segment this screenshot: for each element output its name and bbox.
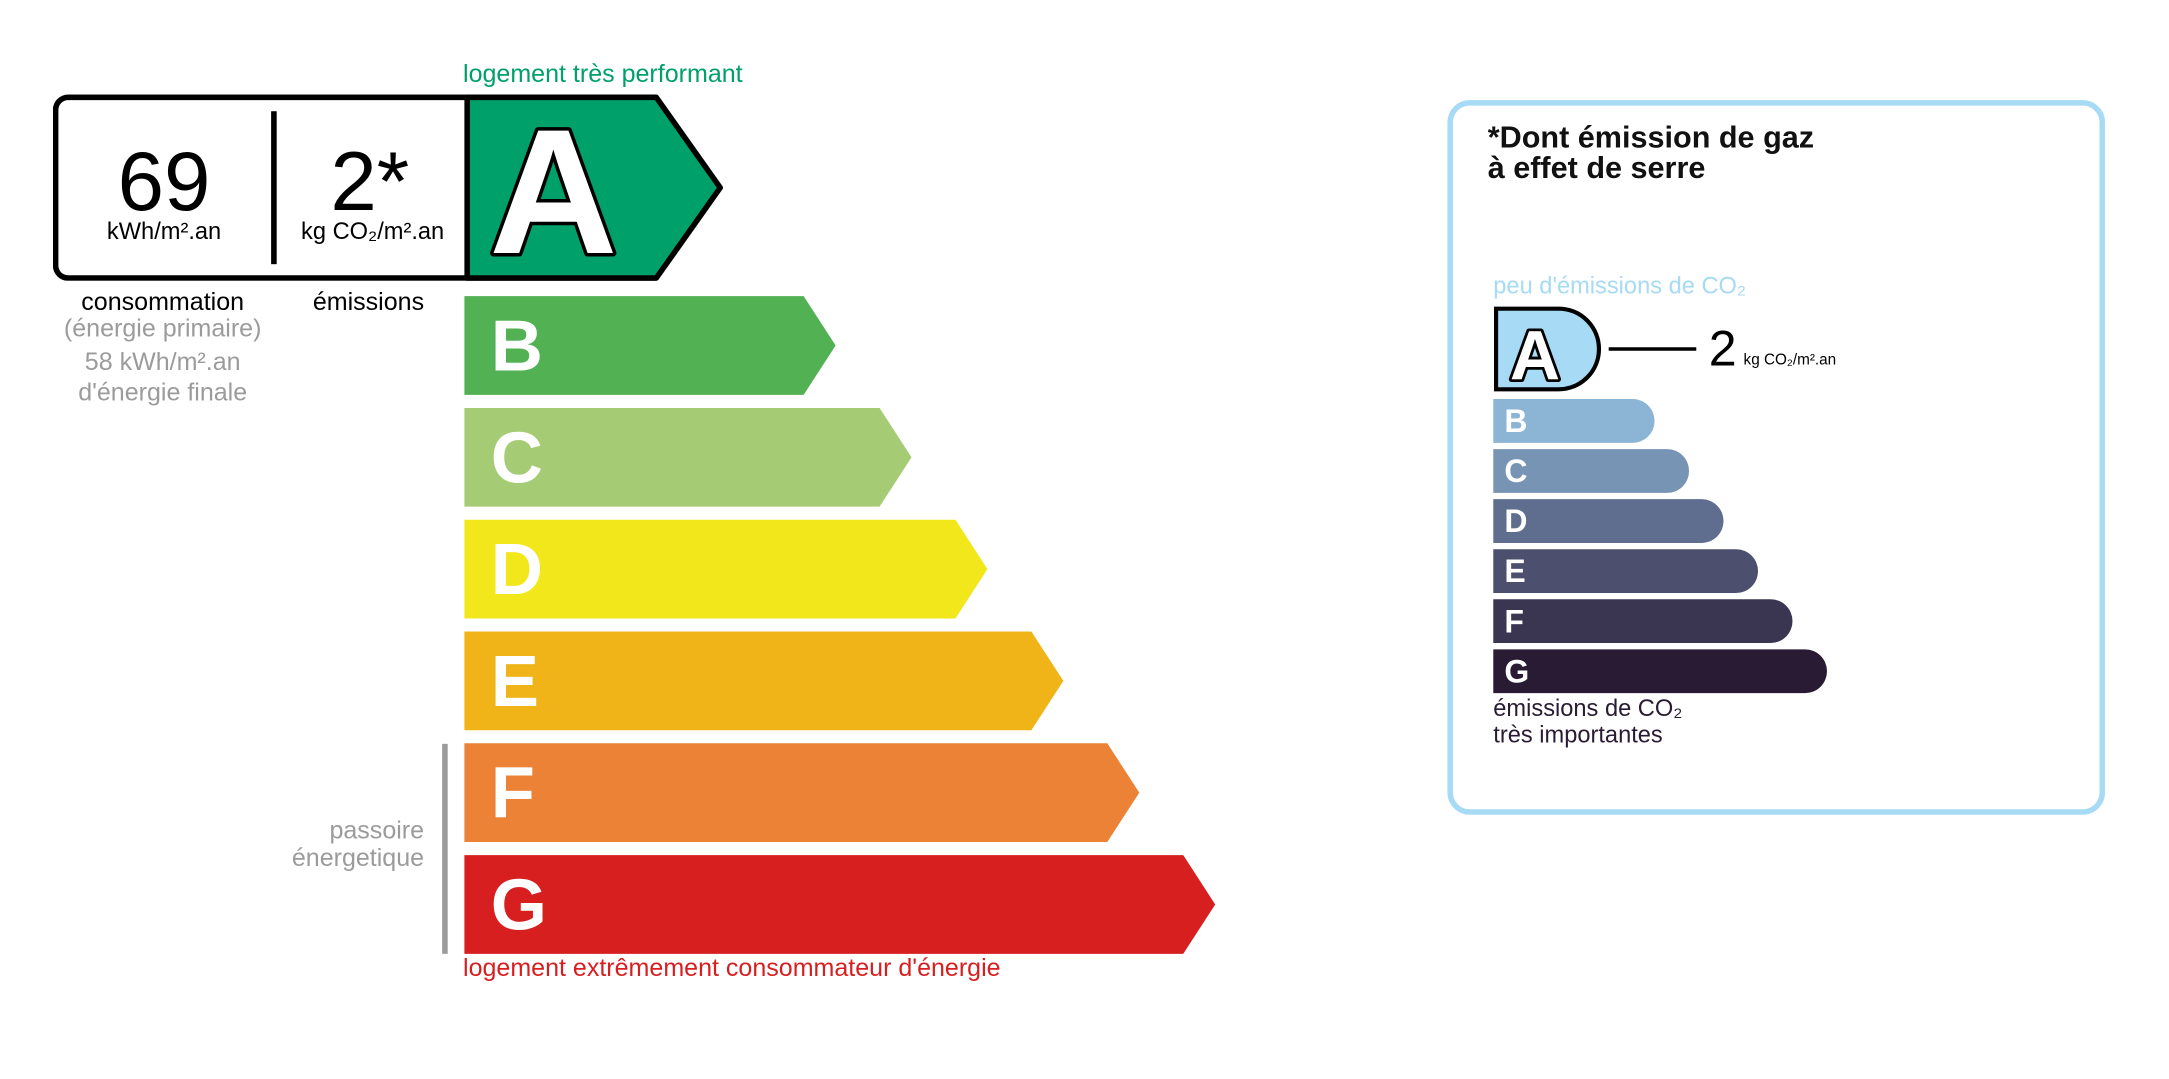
passoire-line1: passoire [329, 816, 425, 844]
ghg-class-c-letter: C [1504, 453, 1527, 489]
final-energy-label: d'énergie finale [78, 378, 248, 406]
energy-class-a-arrow [464, 94, 724, 281]
ghg-class-c-bar [1493, 449, 1690, 493]
primary-energy-label: (énergie primaire) [63, 314, 262, 343]
energy-class-g-letter: G [491, 865, 547, 945]
top-label: logement très performant [463, 59, 743, 88]
ghg-class-b-letter: B [1504, 403, 1527, 439]
ghg-class-a-badge [1493, 306, 1602, 392]
consumption-value: 69 [117, 134, 211, 229]
ghg-class-e-bar [1493, 549, 1759, 594]
energy-class-d-bar [464, 519, 988, 619]
emission-value: 2* [330, 134, 410, 229]
ghg-title-line2: à effet de serre [1487, 150, 1706, 185]
ghg-class-f-letter: F [1504, 603, 1524, 639]
energy-class-b-letter: B [491, 307, 543, 387]
energy-class-e-bar [464, 631, 1064, 731]
energy-class-c-letter: C [491, 418, 543, 498]
ghg-class-f-bar [1493, 599, 1793, 644]
passoire-label: passoire énergetique [292, 816, 424, 872]
ghg-class-b-bar [1493, 399, 1655, 443]
energy-class-c-bar [464, 407, 912, 507]
ghg-bottom-label: émissions de CO₂ très importantes [1493, 695, 1682, 748]
ghg-class-g-letter: G [1504, 653, 1529, 689]
values-box [52, 94, 468, 281]
ghg-bottom-line2: très importantes [1493, 721, 1663, 749]
ghg-unit: kg CO₂/m².an [1743, 351, 1837, 369]
energy-class-f-letter: F [491, 754, 535, 834]
energy-class-b-bar [464, 296, 836, 395]
ghg-class-a-letter: A [1510, 317, 1560, 395]
passoire-line2: énergetique [291, 843, 425, 872]
final-energy-value: 58 kWh/m².an [84, 347, 241, 376]
ghg-title: *Dont émission de gaz à effet de serre [1488, 122, 1814, 183]
consumption-label: consommation [81, 287, 245, 316]
ghg-panel [1447, 100, 2106, 815]
emission-unit: kg CO₂/m².an [301, 218, 445, 245]
ghg-title-line1: *Dont émission de gaz [1487, 119, 1815, 155]
ghg-class-d-letter: D [1504, 503, 1527, 539]
consumption-unit: kWh/m².an [106, 218, 222, 245]
ghg-class-d-bar [1493, 499, 1724, 543]
emission-label: émissions [312, 287, 425, 316]
ghg-top-label: peu d'émissions de CO₂ [1493, 272, 1747, 299]
energy-class-d-letter: D [491, 530, 543, 610]
ghg-bottom-line1: émissions de CO₂ [1493, 695, 1683, 722]
energy-class-g-bar [464, 855, 1216, 954]
divider [271, 111, 277, 265]
ghg-value: 2 [1708, 319, 1737, 377]
energy-class-e-letter: E [491, 642, 539, 722]
ghg-class-g-bar [1493, 649, 1827, 694]
energy-class-f-bar [464, 743, 1140, 843]
ghg-class-e-letter: E [1504, 553, 1525, 589]
bottom-label: logement extrêmement consommateur d'éner… [463, 953, 1001, 982]
passoire-bracket [442, 743, 448, 954]
energy-class-a-letter: A [489, 92, 618, 291]
